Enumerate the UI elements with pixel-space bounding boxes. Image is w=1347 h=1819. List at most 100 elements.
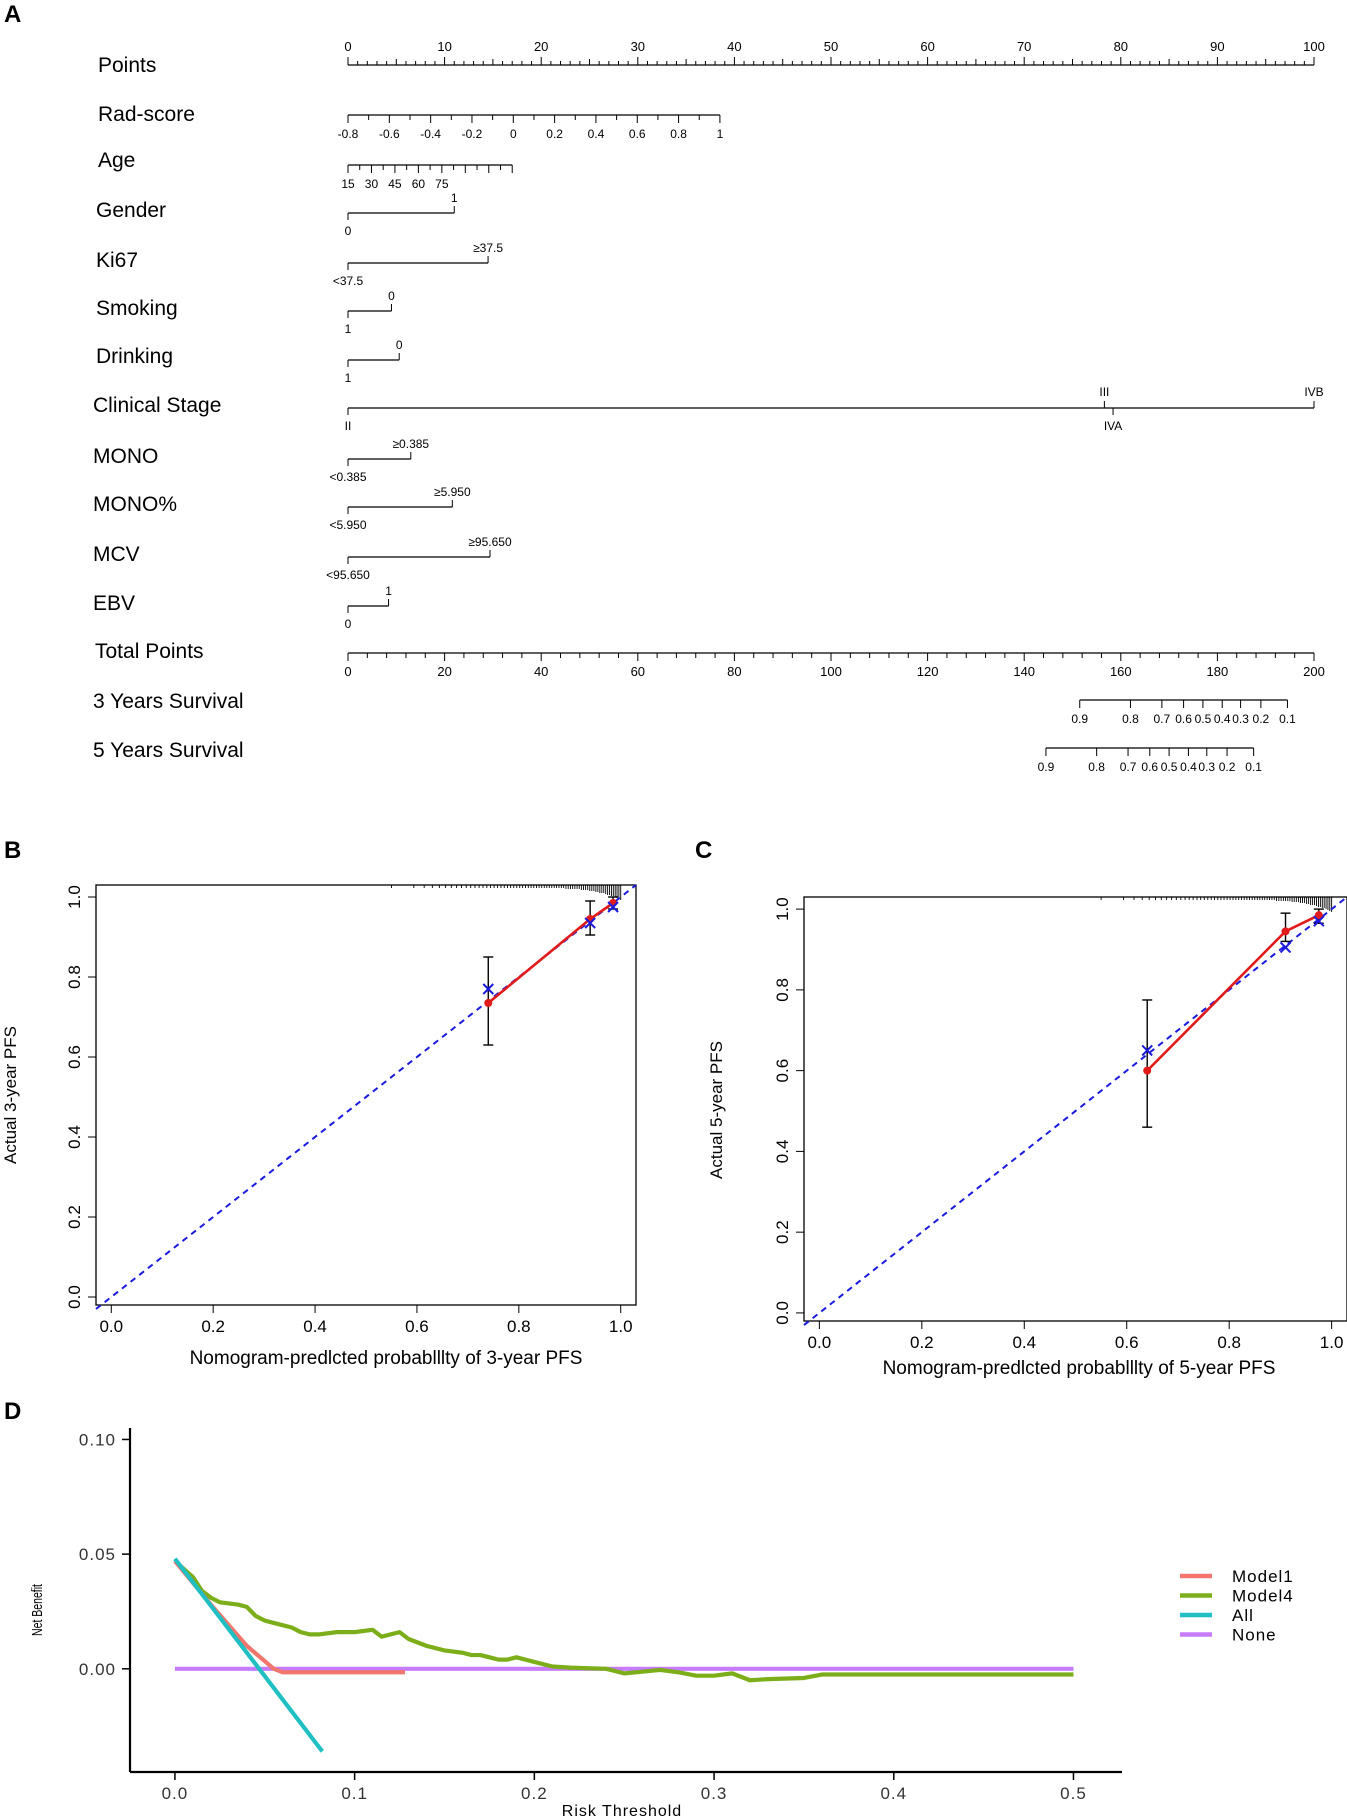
rad-score-tick-label: 1 <box>717 127 724 141</box>
total-points-tick-label: 140 <box>1013 664 1035 679</box>
y-tick-label: 0.10 <box>79 1430 116 1449</box>
drinking-low-label: 1 <box>345 371 352 385</box>
y-axis-label: Actual 5-year PFS <box>707 1041 726 1179</box>
total-points-tick-label: 20 <box>437 664 451 679</box>
points-tick-label: 100 <box>1303 39 1325 54</box>
points-tick-label: 80 <box>1114 39 1128 54</box>
bias-corrected-point <box>584 917 596 929</box>
rad-score-tick-label: -0.6 <box>379 127 400 141</box>
decision-curve-plot: Risk Threshold Net Benefit 0.00 0.05 0.10 0… <box>28 1428 1293 1819</box>
rad-score-tick-label: 0 <box>510 127 517 141</box>
total-points-tick-label: 180 <box>1207 664 1229 679</box>
x-tick-label: 0.1 <box>341 1784 368 1803</box>
surv5-tick-label: 0.9 <box>1038 760 1055 774</box>
marker-stroke <box>584 917 596 929</box>
legend-label-none: None <box>1232 1626 1277 1645</box>
surv5-tick-label: 0.6 <box>1141 760 1158 774</box>
x-tick-label: 0.3 <box>701 1784 728 1803</box>
gender-high-label: 1 <box>451 191 458 205</box>
row-label-5-years-survival: 5 Years Survival <box>93 739 244 762</box>
drinking-high-label: 0 <box>396 338 403 352</box>
x-axis-label: Nomogram-predlcted probablllty of 5-year… <box>883 1358 1276 1379</box>
surv3-tick-label: 0.2 <box>1253 712 1270 726</box>
surv3-tick-label: 0.3 <box>1232 712 1249 726</box>
y-tick-label: 0.0 <box>65 1285 84 1309</box>
y-tick-label: 0.6 <box>65 1045 84 1069</box>
points-tick-label: 20 <box>534 39 548 54</box>
surv3-tick-label: 0.1 <box>1279 712 1296 726</box>
x-tick-label: 0.5 <box>1060 1784 1087 1803</box>
observed-point <box>1281 927 1290 936</box>
row-label-ebv: EBV <box>93 592 135 615</box>
age-tick-label: 75 <box>435 177 449 191</box>
series-line-all <box>173 1557 324 1753</box>
x-tick-label: 0.0 <box>162 1784 189 1803</box>
row-label-clinical-stage: Clinical Stage <box>93 394 221 417</box>
surv3-tick-label: 0.5 <box>1195 712 1212 726</box>
y-tick-label: 0.4 <box>773 1140 792 1164</box>
surv3-tick-label: 0.7 <box>1154 712 1171 726</box>
y-tick-label: 0.4 <box>65 1125 84 1149</box>
clinical-stage-level-label: III <box>1099 385 1109 399</box>
marker-stroke <box>607 901 619 913</box>
series-line-model1 <box>173 1559 405 1675</box>
x-tick-label: 0.6 <box>1115 1333 1139 1352</box>
x-tick-label: 0.8 <box>1217 1333 1241 1352</box>
total-points-tick-label: 100 <box>820 664 842 679</box>
ki67-high-label: ≥37.5 <box>473 241 503 255</box>
surv5-tick-label: 0.3 <box>1198 760 1215 774</box>
x-tick-label: 0.4 <box>880 1784 907 1803</box>
ebv-low-label: 0 <box>345 617 352 631</box>
observed-point <box>1143 1066 1152 1075</box>
row-label-gender: Gender <box>96 199 166 222</box>
panel-letter-c: C <box>695 837 712 864</box>
bias-corrected-point <box>482 983 494 995</box>
y-axis-label: Net Benefit <box>28 1584 45 1636</box>
rad-score-tick-label: -0.4 <box>420 127 441 141</box>
observed-point <box>1314 911 1323 920</box>
row-label-drinking: Drinking <box>96 345 173 368</box>
rad-score-tick-label: 0.2 <box>546 127 563 141</box>
row-label-smoking: Smoking <box>96 297 178 320</box>
y-tick-label: 0.8 <box>65 965 84 989</box>
clinical-stage-level-label: IVA <box>1104 419 1122 433</box>
rad-score-tick-label: -0.2 <box>462 127 483 141</box>
points-tick-label: 40 <box>727 39 741 54</box>
x-tick-label: 1.0 <box>609 1317 633 1336</box>
panel-letter-a: A <box>4 1 21 28</box>
surv5-tick-label: 0.4 <box>1180 760 1197 774</box>
x-tick-label: 0.2 <box>201 1317 225 1336</box>
age-tick-label: 60 <box>412 177 426 191</box>
y-tick-label: 0.2 <box>773 1220 792 1244</box>
points-tick-label: 60 <box>920 39 934 54</box>
rad-score-tick-label: 0.4 <box>588 127 605 141</box>
x-tick-label: 0.4 <box>1012 1333 1036 1352</box>
mcv-low-label: <95.650 <box>326 568 370 582</box>
bias-corrected-point <box>1279 941 1292 954</box>
x-axis-label: Nomogram-predlcted probablllty of 3-year… <box>190 1348 583 1369</box>
total-points-tick-label: 40 <box>534 664 548 679</box>
smoking-low-label: 1 <box>345 322 352 336</box>
observed-calibration-line <box>1146 914 1320 1072</box>
rad-score-tick-label: 0.6 <box>629 127 646 141</box>
surv3-tick-label: 0.6 <box>1175 712 1192 726</box>
row-label-ki67: Ki67 <box>96 249 138 272</box>
clinical-stage-level-label: II <box>345 419 352 433</box>
row-label-mono: MONO <box>93 445 158 468</box>
legend-label-all: All <box>1232 1606 1254 1625</box>
y-tick-label: 0.2 <box>65 1205 84 1229</box>
y-tick-label: 1.0 <box>65 885 84 909</box>
surv3-tick-label: 0.8 <box>1122 712 1139 726</box>
row-label-3-years-survival: 3 Years Survival <box>93 690 244 713</box>
y-tick-label: 0.05 <box>79 1545 116 1564</box>
mcv-high-label: ≥95.650 <box>468 535 512 549</box>
y-tick-label: 0.6 <box>773 1059 792 1083</box>
ebv-high-label: 1 <box>385 584 392 598</box>
observed-point <box>484 999 493 1007</box>
surv3-tick-label: 0.4 <box>1214 712 1231 726</box>
total-points-tick-label: 0 <box>344 664 351 679</box>
calibration-plot-3-year: Nomogram-predlcted probablllty of 3-year… <box>1 884 637 1369</box>
surv3-tick-label: 0.9 <box>1071 712 1088 726</box>
row-label-total-points: Total Points <box>95 640 204 663</box>
